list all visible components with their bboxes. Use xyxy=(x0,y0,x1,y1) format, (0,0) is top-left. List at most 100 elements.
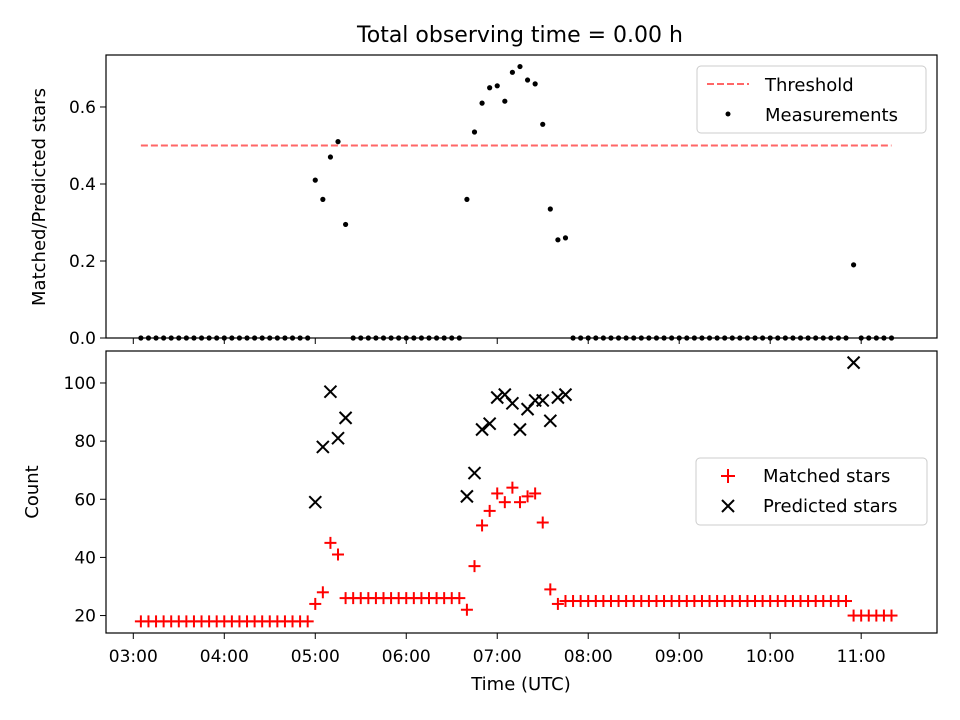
measurement-point-0550 xyxy=(388,335,394,341)
predicted-point-0650 xyxy=(475,422,489,437)
measurement-point-0335 xyxy=(183,335,189,341)
predicted-point-0505 xyxy=(316,440,330,454)
matched-point-0650 xyxy=(476,519,489,532)
measurement-point-0450 xyxy=(297,335,303,341)
x-tick-label: 09:00 xyxy=(655,647,704,667)
bottom-y-tick-label: 60 xyxy=(74,490,96,510)
measurement-point-0705 xyxy=(502,98,508,104)
matched-point-0725 xyxy=(529,487,542,500)
measurement-point-0320 xyxy=(161,335,167,341)
measurement-point-0325 xyxy=(168,335,174,341)
matched-point-0700 xyxy=(491,487,504,500)
measurement-point-0940 xyxy=(737,335,743,341)
measurement-point-0900 xyxy=(676,335,682,341)
matched-point-0640 xyxy=(460,603,473,616)
x-tick-label: 03:00 xyxy=(109,647,158,667)
measurement-point-0915 xyxy=(699,335,705,341)
top-y-axis-label: Matched/Predicted stars xyxy=(29,88,50,306)
measurement-point-0740 xyxy=(555,237,561,243)
measurement-point-1110 xyxy=(873,335,879,341)
predicted-point-0735 xyxy=(543,414,558,428)
measurement-point-0645 xyxy=(471,129,478,135)
measurement-point-1045 xyxy=(835,335,842,341)
measurement-point-1050 xyxy=(843,335,849,341)
matched-point-0500 xyxy=(309,597,322,610)
measurement-point-0745 xyxy=(562,235,569,241)
legend-measurements-label: Measurements xyxy=(765,105,898,126)
measurement-point-0520 xyxy=(342,221,349,228)
predicted-point-0640 xyxy=(460,489,474,504)
top-y-tick-label: 0.0 xyxy=(69,329,96,349)
measurement-point-1025 xyxy=(805,335,811,341)
matched-point-0705 xyxy=(498,496,511,509)
measurement-point-0650 xyxy=(479,100,485,106)
matched-point-0645 xyxy=(468,560,481,573)
bottom-y-tick-label: 40 xyxy=(74,548,96,568)
measurement-point-1120 xyxy=(888,335,895,341)
matched-point-0515 xyxy=(332,548,345,561)
measurement-point-0935 xyxy=(729,335,735,341)
measurement-point-0310 xyxy=(145,335,152,341)
measurement-point-0445 xyxy=(289,335,296,341)
legend-bottom-frame xyxy=(695,457,928,526)
predicted-point-0510 xyxy=(323,384,338,399)
measurement-point-0355 xyxy=(214,335,220,341)
measurement-point-0540 xyxy=(373,335,379,341)
measurement-point-0925 xyxy=(714,335,720,341)
x-tick-label: 08:00 xyxy=(564,647,613,667)
measurement-point-0945 xyxy=(744,335,751,341)
measurement-point-0840 xyxy=(646,335,652,341)
measurement-point-0930 xyxy=(722,335,728,341)
measurement-point-0630 xyxy=(449,335,455,341)
matched-point-0715 xyxy=(513,496,526,509)
matched-point-0455 xyxy=(301,615,314,628)
measurement-point-0800 xyxy=(585,335,591,341)
measurement-point-0810 xyxy=(600,335,606,341)
matched-point-0505 xyxy=(316,586,329,599)
predicted-point-0745 xyxy=(558,387,573,402)
predicted-point-0730 xyxy=(536,393,550,408)
measurement-point-0805 xyxy=(593,335,599,341)
measurement-point-0305 xyxy=(138,335,144,341)
measurement-point-0410 xyxy=(236,335,243,341)
predicted-point-0500 xyxy=(308,495,322,509)
measurement-point-0435 xyxy=(274,335,280,341)
measurement-point-0725 xyxy=(532,81,538,87)
measurement-point-1030 xyxy=(813,335,819,341)
measurement-point-0440 xyxy=(282,335,288,341)
measurement-point-1115 xyxy=(881,335,887,341)
x-tick-label: 10:00 xyxy=(746,647,795,667)
legend-matched-swatch xyxy=(721,469,735,483)
predicted-point-0655 xyxy=(482,416,497,431)
predicted-point-0710 xyxy=(505,396,520,411)
measurement-point-0950 xyxy=(752,335,758,341)
predicted-point-0715 xyxy=(513,422,527,437)
measurement-point-0635 xyxy=(456,335,462,341)
matched-point-0655 xyxy=(483,504,496,517)
x-tick-label: 04:00 xyxy=(200,647,249,667)
legend-predicted-swatch xyxy=(721,499,735,513)
x-tick-label: 06:00 xyxy=(382,647,431,667)
measurement-point-1105 xyxy=(866,335,872,341)
measurement-point-1100 xyxy=(858,335,864,341)
legend-predicted-label: Predicted stars xyxy=(763,496,897,517)
measurement-point-1055 xyxy=(850,262,857,268)
predicted-point-0515 xyxy=(331,431,345,445)
predicted-point-0740 xyxy=(551,390,565,405)
matched-point-0730 xyxy=(536,516,549,529)
matched-point-0635 xyxy=(453,592,466,605)
measurement-point-1005 xyxy=(775,335,781,341)
measurement-point-0415 xyxy=(244,335,250,341)
measurement-point-0535 xyxy=(365,335,371,341)
matched-point-0740 xyxy=(551,597,564,610)
measurement-point-0605 xyxy=(411,335,417,341)
measurement-point-0750 xyxy=(570,335,576,341)
measurement-point-0530 xyxy=(358,335,364,341)
measurement-point-0315 xyxy=(153,335,159,341)
measurement-point-0510 xyxy=(327,154,334,160)
measurement-point-0845 xyxy=(653,335,660,341)
measurement-point-0850 xyxy=(661,335,667,341)
figure-title: Total observing time = 0.00 h xyxy=(356,23,683,48)
x-tick-label: 07:00 xyxy=(473,647,522,667)
